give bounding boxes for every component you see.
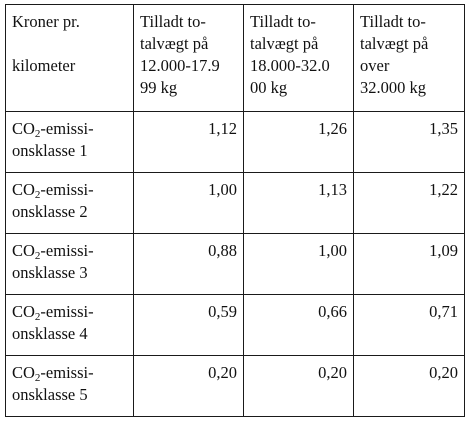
co2-subscript: 2 xyxy=(34,128,41,140)
emission-class-cell: CO2-emissi- onsklasse 2 xyxy=(5,172,134,234)
header-line: 12.000-17.9 xyxy=(140,56,220,75)
rate-value: 1,12 xyxy=(133,111,244,173)
co2-subscript: 2 xyxy=(34,372,41,384)
rate-value: 1,13 xyxy=(243,172,354,234)
header-cell-weight-3: Tilladt to- talvægt på over 32.000 kg xyxy=(353,4,465,112)
emission-class-cell: CO2-emissi- onsklasse 1 xyxy=(5,111,134,173)
co2-subscript: 2 xyxy=(34,311,41,323)
emission-class-line1: CO2-emissi- xyxy=(12,240,127,262)
rate-value: 1,22 xyxy=(353,172,465,234)
header-line: Tilladt to- xyxy=(250,12,316,31)
emission-class-line2: onsklasse 2 xyxy=(12,202,88,221)
co2-prefix: CO xyxy=(12,302,35,321)
co2-prefix: CO xyxy=(12,119,35,138)
rate-value: 0,88 xyxy=(133,233,244,295)
header-line: 32.000 kg xyxy=(360,78,426,97)
header-line: over xyxy=(360,56,390,75)
rate-value: 0,20 xyxy=(133,355,244,417)
table-row: CO2-emissi- onsklasse 5 0,20 0,20 0,20 xyxy=(5,355,465,417)
emission-class-line1: CO2-emissi- xyxy=(12,362,127,384)
rate-value: 0,71 xyxy=(353,294,465,356)
rate-value: 1,00 xyxy=(133,172,244,234)
table-row: CO2-emissi- onsklasse 3 0,88 1,00 1,09 xyxy=(5,233,465,295)
header-line: 99 kg xyxy=(140,78,178,97)
table-row: CO2-emissi- onsklasse 2 1,00 1,13 1,22 xyxy=(5,172,465,234)
emission-class-suffix: -emissi- xyxy=(40,241,94,260)
header-cell-weight-2: Tilladt to- talvægt på 18.000-32.0 00 kg xyxy=(243,4,354,112)
emission-class-cell: CO2-emissi- onsklasse 3 xyxy=(5,233,134,295)
rate-value: 1,00 xyxy=(243,233,354,295)
header-line: talvægt på xyxy=(250,34,319,53)
co2-subscript: 2 xyxy=(34,250,41,262)
header-unit-line2: kilometer xyxy=(12,56,76,75)
co2-prefix: CO xyxy=(12,180,35,199)
emission-class-line2: onsklasse 5 xyxy=(12,385,88,404)
rate-value: 1,35 xyxy=(353,111,465,173)
rate-value: 1,26 xyxy=(243,111,354,173)
emission-class-line1: CO2-emissi- xyxy=(12,179,127,201)
emission-class-line1: CO2-emissi- xyxy=(12,301,127,323)
table-row: CO2-emissi- onsklasse 1 1,12 1,26 1,35 xyxy=(5,111,465,173)
header-cell-unit: Kroner pr. kilometer xyxy=(5,4,134,112)
rate-value: 0,66 xyxy=(243,294,354,356)
co2-subscript: 2 xyxy=(34,189,41,201)
emission-class-line1: CO2-emissi- xyxy=(12,118,127,140)
emission-class-suffix: -emissi- xyxy=(40,180,94,199)
header-unit-line1: Kroner pr. xyxy=(12,12,80,31)
header-line: 00 kg xyxy=(250,78,288,97)
header-cell-weight-1: Tilladt to- talvægt på 12.000-17.9 99 kg xyxy=(133,4,244,112)
table-row: CO2-emissi- onsklasse 4 0,59 0,66 0,71 xyxy=(5,294,465,356)
co2-prefix: CO xyxy=(12,241,35,260)
rate-value: 0,20 xyxy=(353,355,465,417)
rates-table: Kroner pr. kilometer Tilladt to- talvægt… xyxy=(5,4,465,417)
header-line: talvægt på xyxy=(360,34,429,53)
emission-class-cell: CO2-emissi- onsklasse 5 xyxy=(5,355,134,417)
rate-value: 0,20 xyxy=(243,355,354,417)
header-row: Kroner pr. kilometer Tilladt to- talvægt… xyxy=(5,4,465,112)
header-line: Tilladt to- xyxy=(360,12,426,31)
emission-class-line2: onsklasse 1 xyxy=(12,141,88,160)
header-line: 18.000-32.0 xyxy=(250,56,330,75)
co2-prefix: CO xyxy=(12,363,35,382)
emission-class-line2: onsklasse 4 xyxy=(12,324,88,343)
rate-value: 0,59 xyxy=(133,294,244,356)
rate-value: 1,09 xyxy=(353,233,465,295)
emission-class-cell: CO2-emissi- onsklasse 4 xyxy=(5,294,134,356)
emission-class-suffix: -emissi- xyxy=(40,363,94,382)
emission-class-suffix: -emissi- xyxy=(40,302,94,321)
header-line: Tilladt to- xyxy=(140,12,206,31)
header-line: talvægt på xyxy=(140,34,209,53)
emission-class-suffix: -emissi- xyxy=(40,119,94,138)
emission-class-line2: onsklasse 3 xyxy=(12,263,88,282)
header-unit-gap xyxy=(12,33,127,55)
